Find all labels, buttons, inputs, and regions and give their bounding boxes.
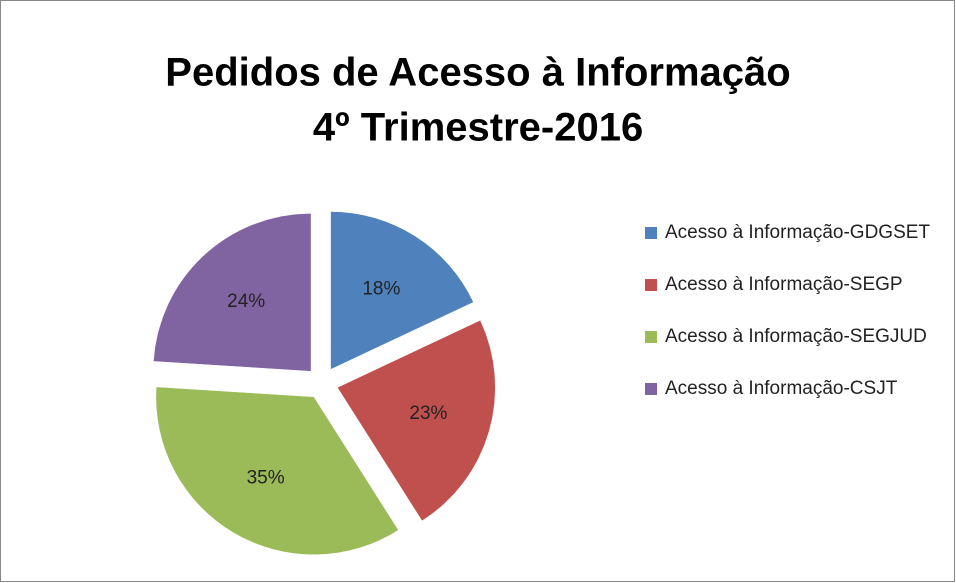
legend-item: Acesso à Informação-SEGJUD	[643, 324, 943, 350]
legend-label: Acesso à Informação-GDGSET	[665, 222, 931, 243]
pie-slice	[330, 211, 474, 370]
data-label: 35%	[247, 467, 285, 488]
legend-swatch	[645, 383, 657, 395]
legend-swatch	[645, 227, 657, 239]
legend-item: Acesso à Informação-SEGP	[643, 272, 943, 298]
pie-slice	[155, 386, 399, 556]
data-label: 18%	[362, 278, 400, 299]
data-label: 23%	[409, 403, 447, 424]
legend-label: Acesso à Informação-SEGJUD	[665, 326, 927, 347]
legend-item: Acesso à Informação-CSJT	[643, 376, 943, 402]
data-label: 24%	[227, 291, 265, 312]
chart-title: 4º Trimestre-2016	[313, 106, 643, 150]
pie-slice	[337, 319, 496, 522]
chart-title: Pedidos de Acesso à Informação	[165, 51, 790, 95]
pie-slice	[153, 213, 312, 372]
legend: Acesso à Informação-GDGSET Acesso à Infor…	[643, 220, 943, 428]
legend-item: Acesso à Informação-GDGSET	[643, 220, 943, 246]
legend-label: Acesso à Informação-SEGP	[665, 274, 903, 295]
legend-swatch	[645, 331, 657, 343]
legend-swatch	[645, 279, 657, 291]
legend-label: Acesso à Informação-CSJT	[665, 378, 898, 399]
